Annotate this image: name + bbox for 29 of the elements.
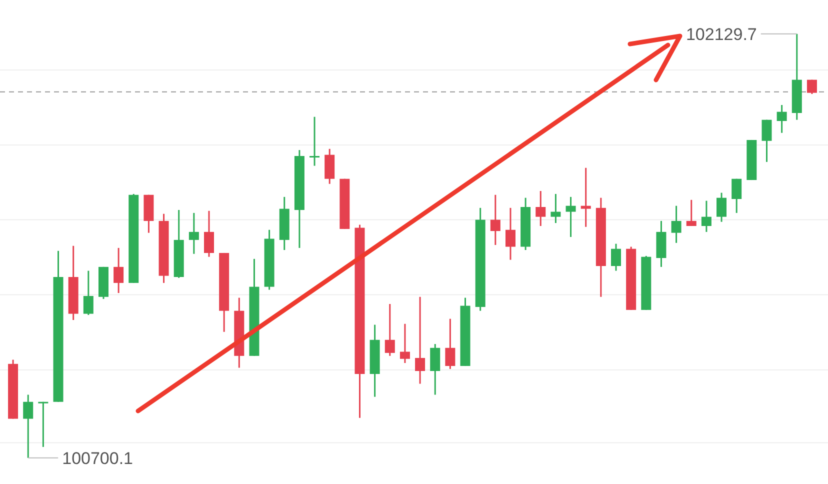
candlestick — [23, 394, 34, 459]
candlestick — [536, 190, 546, 227]
candlestick — [415, 296, 426, 385]
candlestick — [114, 247, 124, 294]
candlestick — [445, 318, 456, 370]
annotation: 102129.7 — [686, 24, 757, 44]
candlestick — [806, 79, 817, 95]
candlestick — [701, 200, 712, 233]
candlestick — [611, 243, 621, 272]
candlestick — [38, 401, 48, 448]
candlestick — [430, 343, 440, 396]
candlestick — [550, 193, 561, 224]
candlestick — [310, 116, 320, 167]
candlestick — [686, 199, 696, 227]
candlestick — [762, 119, 772, 163]
candlestick — [716, 192, 727, 223]
candlestick — [732, 178, 742, 214]
candlestick — [204, 210, 214, 258]
candlestick — [776, 104, 787, 134]
candlestick — [566, 196, 576, 238]
candlestick — [188, 212, 199, 255]
candlestick — [580, 167, 591, 228]
candlestick — [83, 270, 94, 316]
candlestick — [505, 207, 516, 261]
candlestick — [671, 205, 682, 244]
candlestick — [400, 323, 410, 364]
annotation: 100700.1 — [62, 448, 134, 468]
candlestick — [490, 194, 500, 246]
candlestick — [384, 303, 395, 357]
